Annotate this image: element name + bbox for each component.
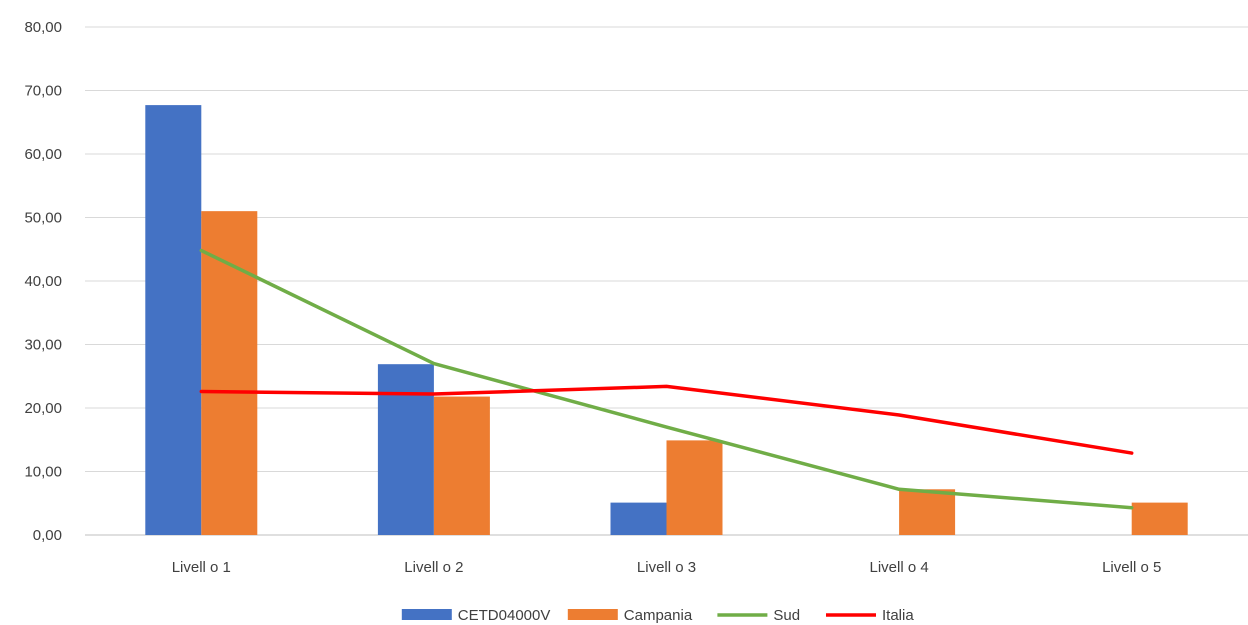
bar <box>610 502 667 535</box>
y-axis-ticks: 0,00 10,00 20,00 30,00 40,00 50,00 60,00 70,00 8… <box>24 19 62 544</box>
bars <box>145 105 1188 535</box>
gridlines <box>85 26 1248 536</box>
x-tick-label: Livell o 5 <box>1102 559 1161 576</box>
x-axis-ticks: Livell o 1 Livell o 2 Livell o 3 Livell o 4… <box>172 559 1162 576</box>
y-tick-label: 30,00 <box>24 337 62 354</box>
y-tick-label: 80,00 <box>24 19 62 36</box>
legend: CETD04000V Campania Sud Italia <box>401 607 914 624</box>
bar <box>377 364 434 535</box>
series-line <box>199 384 1134 455</box>
y-tick-label: 20,00 <box>24 400 62 417</box>
bar <box>145 105 202 535</box>
y-tick-label: 60,00 <box>24 146 62 163</box>
bar <box>433 396 490 535</box>
bar <box>666 440 723 535</box>
series-line <box>199 248 1134 510</box>
legend-label: Campania <box>624 607 693 624</box>
series-lines <box>199 248 1134 510</box>
y-tick-label: 0,00 <box>33 527 62 544</box>
x-tick-label: Livell o 1 <box>172 559 231 576</box>
legend-label: Sud <box>773 607 800 624</box>
legend-swatch <box>567 609 618 620</box>
legend-label: Italia <box>882 607 914 624</box>
y-tick-label: 70,00 <box>24 83 62 100</box>
legend-swatch <box>401 609 452 620</box>
bar <box>1131 502 1188 535</box>
bar <box>899 489 956 535</box>
bar <box>201 211 258 535</box>
x-tick-label: Livell o 4 <box>869 559 928 576</box>
legend-label: CETD04000V <box>458 607 551 624</box>
y-tick-label: 50,00 <box>24 210 62 227</box>
y-tick-label: 40,00 <box>24 273 62 290</box>
x-tick-label: Livell o 3 <box>637 559 696 576</box>
x-tick-label: Livell o 2 <box>404 559 463 576</box>
y-tick-label: 10,00 <box>24 464 62 481</box>
